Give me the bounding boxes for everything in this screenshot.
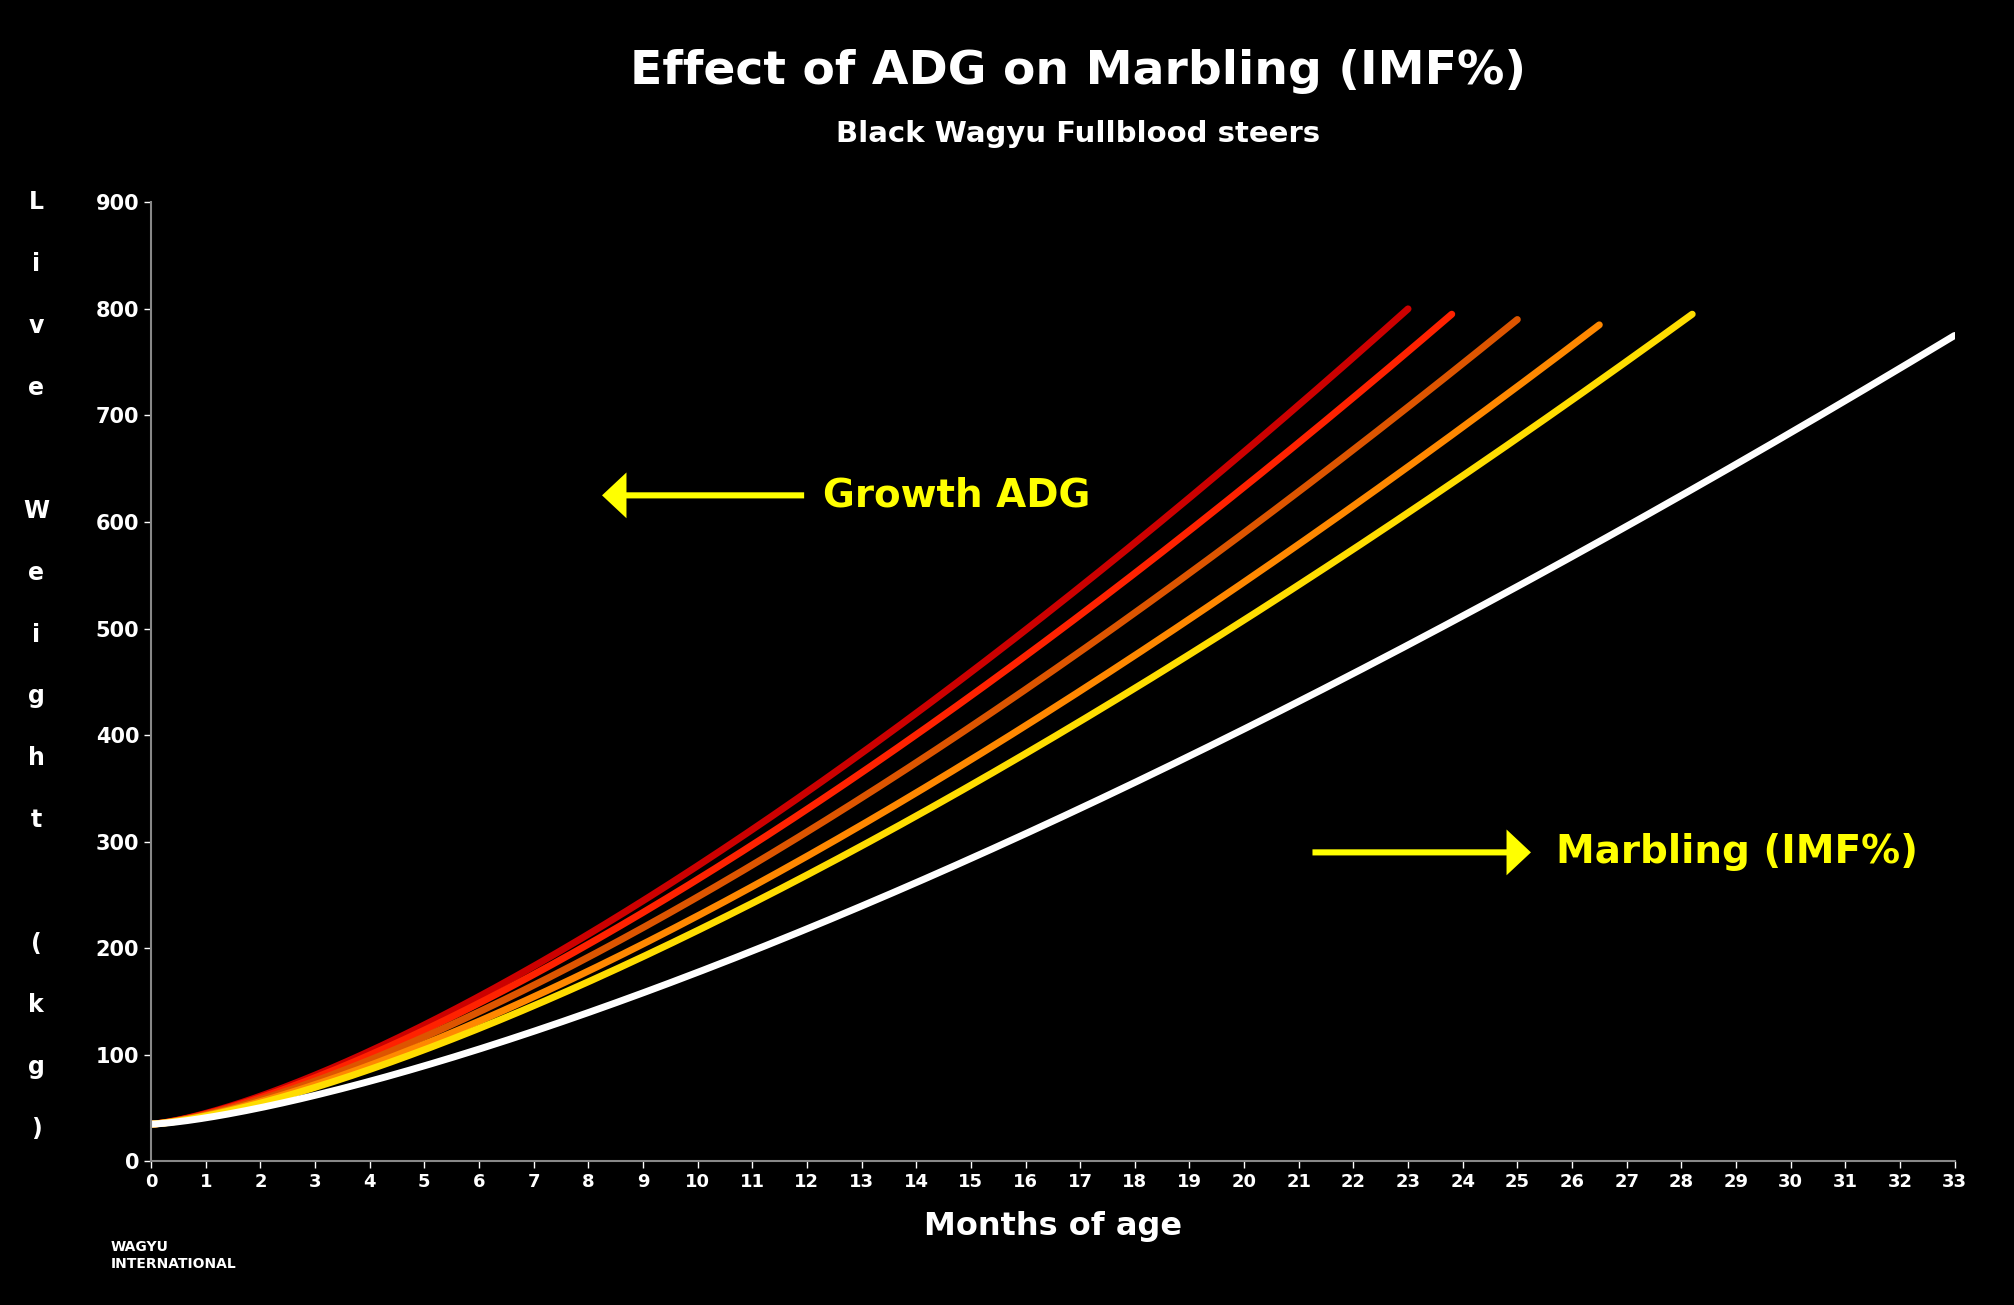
Text: W: W (24, 499, 48, 523)
Text: (: ( (30, 932, 42, 955)
Text: v: v (28, 313, 44, 338)
Text: e: e (28, 376, 44, 399)
Text: t: t (30, 808, 42, 833)
Text: Black Wagyu Fullblood steers: Black Wagyu Fullblood steers (836, 120, 1319, 149)
Text: i: i (32, 622, 40, 647)
Text: e: e (28, 561, 44, 585)
Text: Marbling (IMF%): Marbling (IMF%) (1555, 834, 1917, 872)
Text: g: g (28, 1054, 44, 1079)
Text: h: h (28, 746, 44, 770)
Text: g: g (28, 684, 44, 709)
Text: i: i (32, 252, 40, 277)
Text: L: L (28, 191, 44, 214)
Text: k: k (28, 993, 44, 1018)
Text: ): ) (30, 1117, 42, 1141)
Text: WAGYU
INTERNATIONAL: WAGYU INTERNATIONAL (111, 1240, 236, 1271)
Text: Growth ADG: Growth ADG (824, 476, 1090, 514)
X-axis label: Months of age: Months of age (922, 1211, 1182, 1241)
Text: Effect of ADG on Marbling (IMF%): Effect of ADG on Marbling (IMF%) (630, 50, 1525, 94)
